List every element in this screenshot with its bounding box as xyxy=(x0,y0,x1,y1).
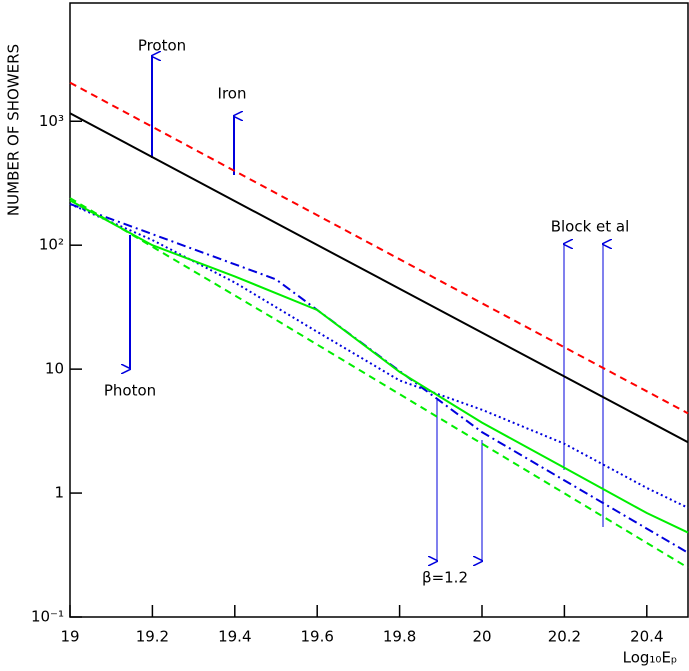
series-line xyxy=(69,203,689,509)
y-tick-label: 10 xyxy=(45,360,64,378)
arrows xyxy=(130,56,603,561)
y-tick-label: 10² xyxy=(39,236,64,254)
x-axis-label: Log₁₀Eₚ xyxy=(623,649,678,667)
x-tick-label: 19.8 xyxy=(383,628,416,646)
annotation: β=1.2 xyxy=(422,569,468,587)
series-line xyxy=(69,199,689,534)
y-tick-label: 1 xyxy=(54,484,64,502)
x-tick-label: 20.4 xyxy=(630,628,663,646)
series-line xyxy=(69,81,689,415)
x-tick-label: 19.2 xyxy=(136,628,169,646)
annotation: Iron xyxy=(218,85,247,103)
x-tick-label: 19 xyxy=(60,628,79,646)
plot-frame xyxy=(69,2,689,618)
x-tick-label: 20 xyxy=(472,628,491,646)
annotation: Block et al xyxy=(551,218,630,236)
series-line xyxy=(69,203,689,554)
y-tick-label: 10³ xyxy=(39,112,64,130)
y-axis-label: NUMBER OF SHOWERS xyxy=(5,44,23,216)
x-tick-label: 20.2 xyxy=(548,628,581,646)
annotation: Proton xyxy=(138,37,186,55)
y-tick-label: 10⁻¹ xyxy=(31,608,64,626)
annotation: Photon xyxy=(104,382,156,400)
x-tick-label: 19.4 xyxy=(218,628,251,646)
x-tick-label: 19.6 xyxy=(300,628,333,646)
series-line xyxy=(69,197,689,569)
series-line xyxy=(69,112,689,444)
